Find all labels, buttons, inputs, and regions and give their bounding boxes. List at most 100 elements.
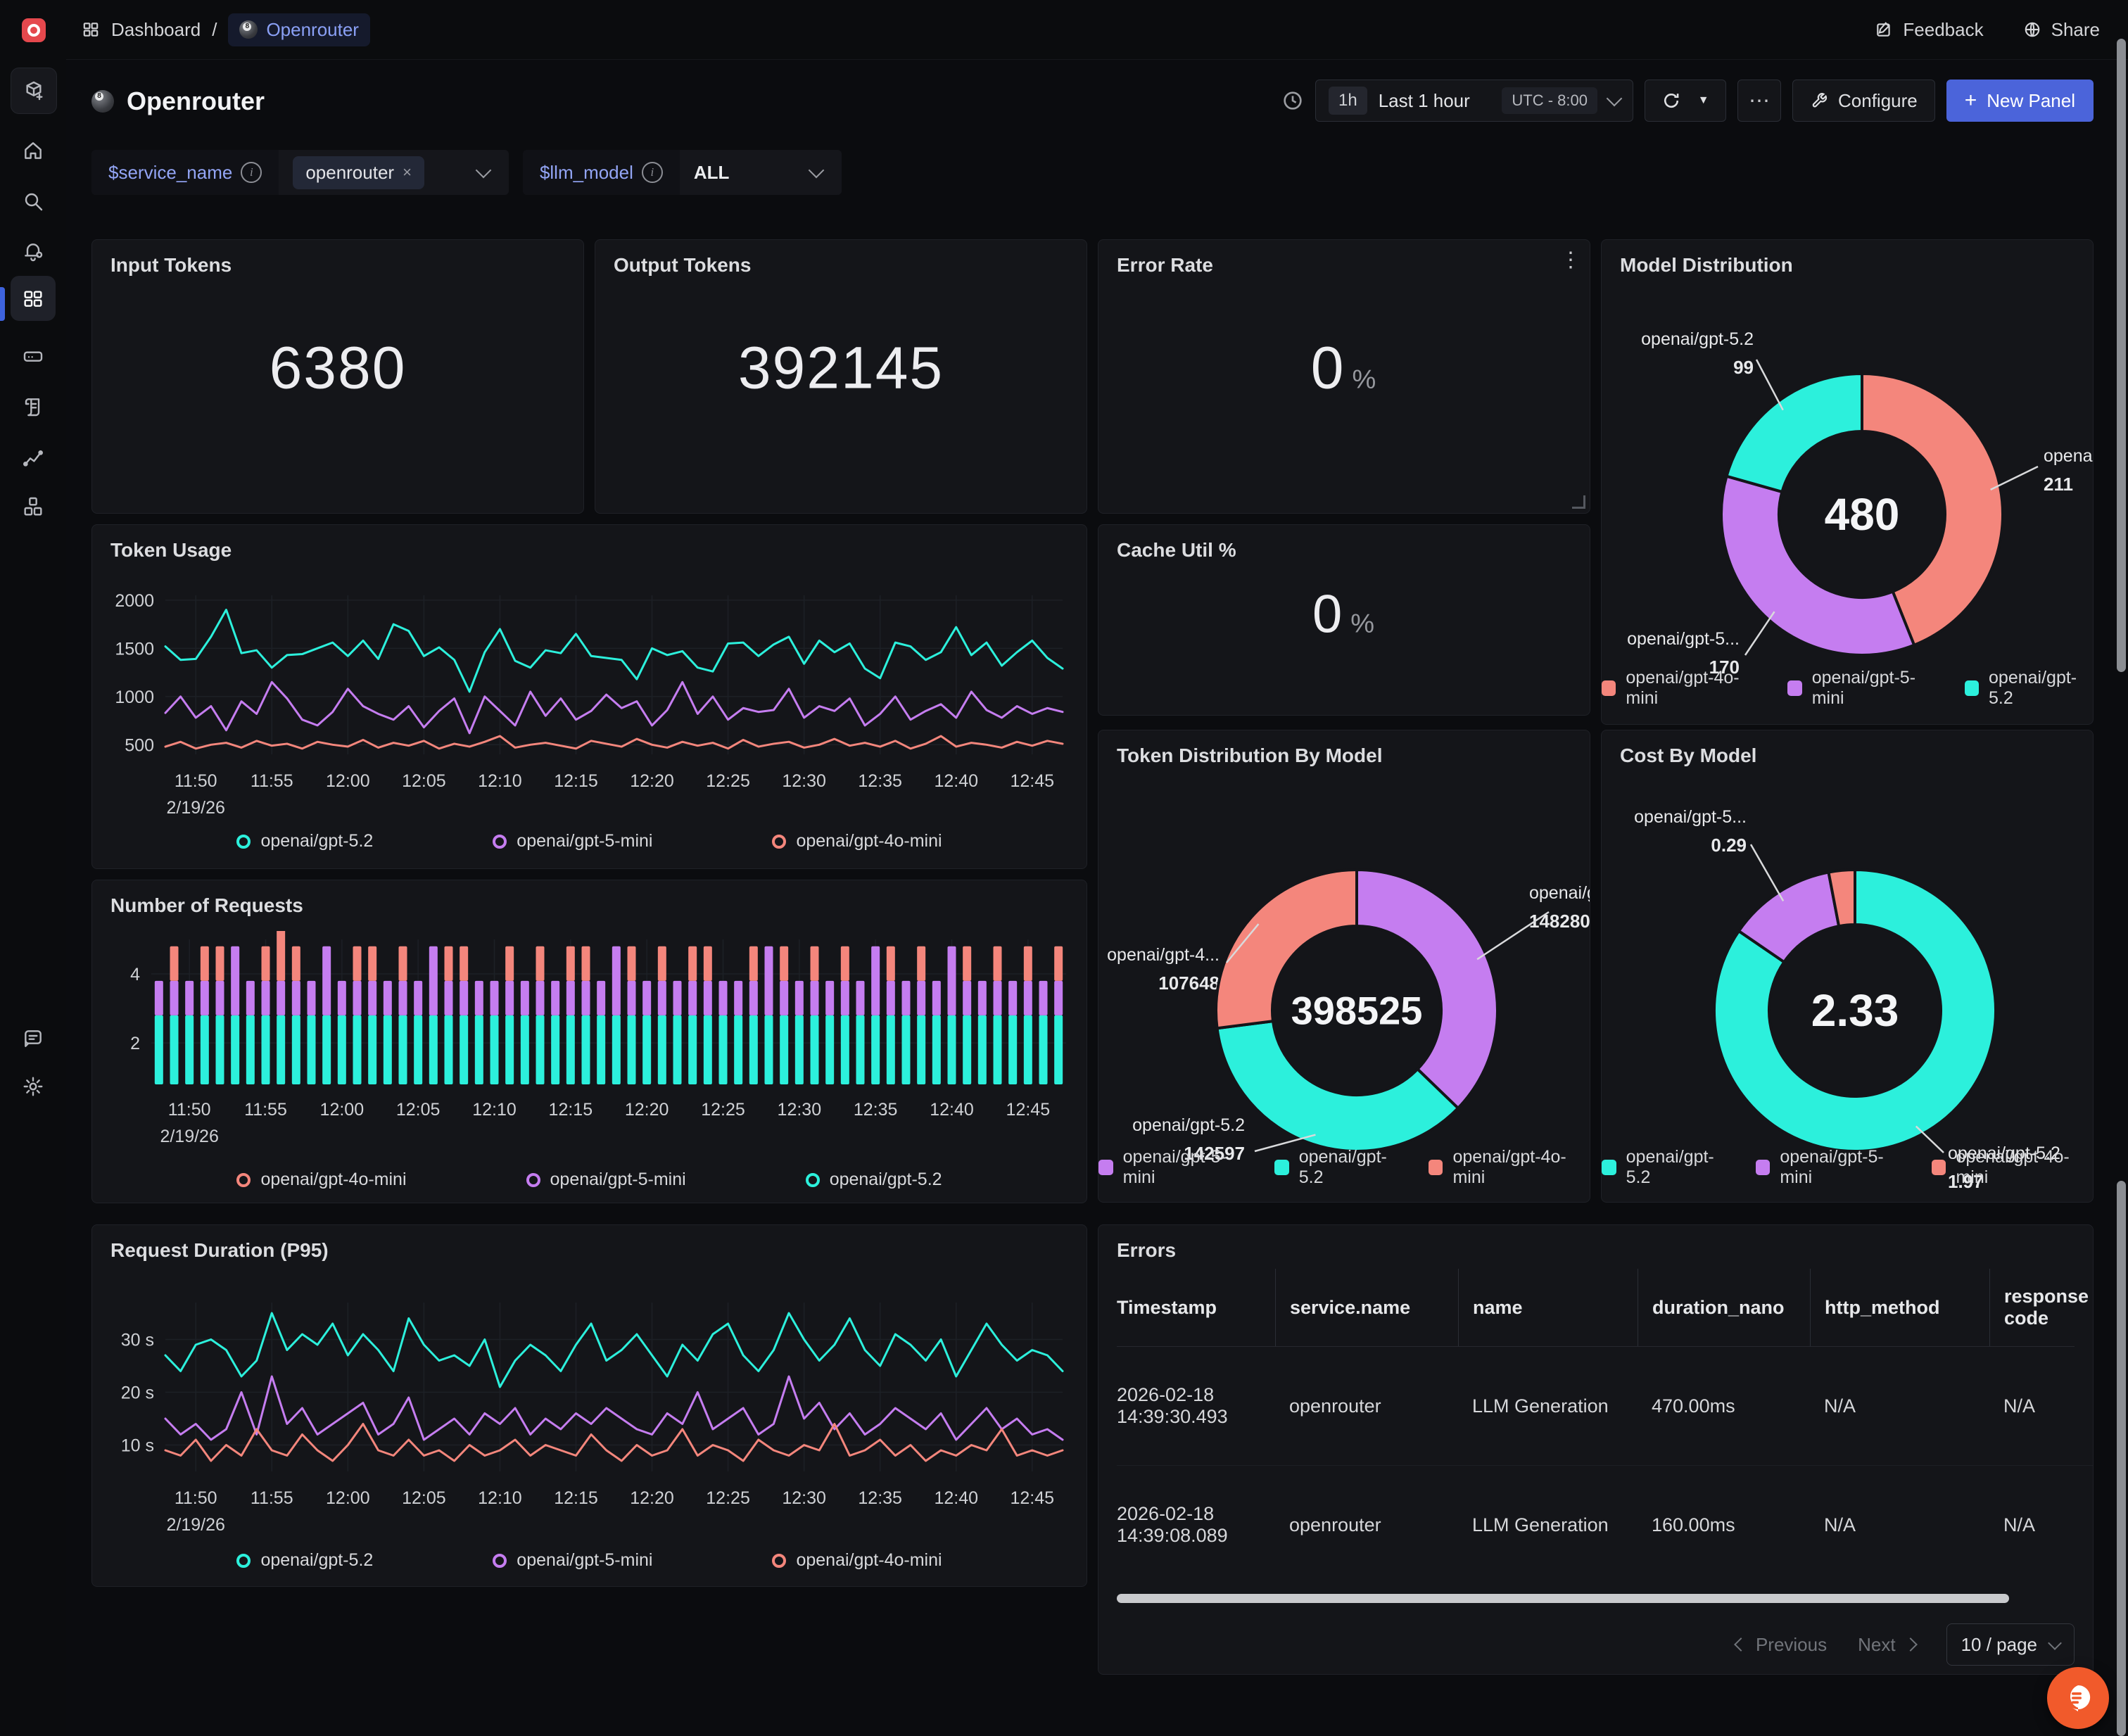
legend-item[interactable]: openai/gpt-5.2 [1274,1147,1405,1188]
legend-label: openai/gpt-4o-mini [796,1550,942,1570]
number-of-requests-chart: 2 4 11:50 11:55 12:00 12:05 12:10 12:15 12:20 12:… [109,922,1071,1154]
panel-input-tokens: Input Tokens 6380 [91,239,584,514]
legend-item[interactable]: openai/gpt-4o-mini [236,1170,407,1190]
sidebar-item-support-chat[interactable] [11,1016,56,1061]
dashboards-grid-icon [24,291,42,307]
cache-util-value: 0% [1312,584,1376,645]
more-options-button[interactable]: ⋯ [1737,80,1781,122]
refresh-button[interactable]: ▼ [1645,80,1726,122]
sidebar-item-dashboards[interactable] [11,276,56,321]
sidebar-item-settings[interactable] [11,1064,56,1109]
legend-item[interactable]: openai/gpt-5-mini [1098,1147,1250,1188]
refresh-caret-icon[interactable]: ▼ [1697,94,1709,106]
table-row[interactable]: 2026-02-18 14:39:08.089 openrouter LLM Ge… [1117,1465,2093,1584]
column-header[interactable]: name [1458,1269,1638,1346]
tag-remove-icon[interactable]: × [403,163,412,181]
panel-model-distribution: Model Distribution openai/gpt-211 openai/… [1601,239,2094,725]
time-range-picker[interactable]: 1h Last 1 hour UTC - 8:00 [1315,80,1633,122]
svg-text:11:55: 11:55 [251,1488,293,1508]
legend-item[interactable]: openai/gpt-4o-mini [1602,668,1761,709]
svg-text:12:00: 12:00 [320,1100,365,1120]
panel-error-rate: Error Rate ⋮ 0% [1098,239,1590,514]
panel-cost-by-model: Cost By Model openai/gpt-5.2 1.97 openai/g… [1601,730,2094,1203]
panel-request-duration: Request Duration (P95) 10 s 20 s 30 s 11:50… [91,1224,1087,1587]
legend-item[interactable]: openai/gpt-5.2 [236,1550,373,1571]
cell-service: openrouter [1289,1395,1381,1417]
timezone-chip[interactable]: UTC - 8:00 [1502,87,1597,114]
panel-title: Errors [1117,1239,1177,1261]
filter-llm-model[interactable]: $llm_model i ALL [522,150,842,195]
legend-item[interactable]: openai/gpt-5-mini [493,831,652,851]
legend-item[interactable]: openai/gpt-4o-mini [1931,1147,2093,1188]
chevron-down-icon [1606,90,1623,107]
filter-service-name[interactable]: $service_name i openrouter × [91,150,509,195]
sidebar-item-new-source[interactable] [11,68,57,114]
configure-button[interactable]: Configure [1792,80,1935,122]
info-icon: i [641,162,663,183]
svg-text:11:50: 11:50 [175,1488,217,1508]
svg-text:12:40: 12:40 [930,1100,974,1120]
legend-label: openai/gpt-5-mini [517,1550,653,1570]
sidebar-item-alerts[interactable] [11,229,56,274]
panel-resize-handle[interactable] [1572,495,1585,509]
legend-item[interactable]: openai/gpt-5.2 [805,1170,942,1190]
breadcrumb-root[interactable]: Dashboard [111,18,201,40]
page-scrollbar-thumb[interactable] [2117,39,2126,672]
page-size-select[interactable]: 10 / page [1946,1623,2075,1666]
breadcrumb-current-chip[interactable]: Openrouter [228,13,370,46]
legend-item[interactable]: openai/gpt-5-mini [1787,668,1937,709]
legend-item[interactable]: openai/gpt-4o-mini [772,831,942,851]
chevron-down-icon [2048,1636,2062,1650]
chart-legend: openai/gpt-5.2 openai/gpt-5-mini openai/gp… [92,1550,1087,1571]
model-distribution-donut: openai/gpt-211openai/gpt-5...170openai/g… [1602,240,2093,724]
svg-text:2/19/26: 2/19/26 [167,798,225,818]
support-chat-fab[interactable] [2047,1667,2109,1729]
svg-text:12:40: 12:40 [934,1488,978,1508]
legend-item[interactable]: openai/gpt-4o-mini [1428,1147,1590,1188]
donut-callout: openai/gpt-4... 107648 [1107,945,1220,994]
new-panel-button[interactable]: + New Panel [1946,80,2094,122]
legend-item[interactable]: openai/gpt-5-mini [493,1550,652,1571]
legend-item[interactable]: openai/gpt-5-mini [1755,1147,1908,1188]
feedback-button[interactable]: Feedback [1875,19,1984,41]
share-button[interactable]: Share [2023,19,2100,41]
legend-label: openai/gpt-5-mini [1122,1147,1227,1187]
column-header[interactable]: Timestamp [1117,1296,1217,1318]
panel-menu-icon[interactable]: ⋮ [1560,248,1581,272]
sidebar-item-logs[interactable] [11,384,56,429]
column-header[interactable]: duration_nano [1638,1269,1810,1346]
table-row[interactable]: 2026-02-18 14:39:30.493 openrouter LLM Ge… [1117,1347,2093,1465]
sidebar-item-services[interactable] [11,334,56,379]
configure-label: Configure [1838,89,1918,111]
cell-duration: 470.00ms [1652,1395,1735,1417]
package-plus-icon [26,81,43,101]
column-header[interactable]: response code [1989,1269,2093,1346]
output-tokens-value: 392145 [737,334,944,401]
panel-cache-util: Cache Util % 0% [1098,524,1590,716]
legend-label: openai/gpt-5.2 [260,1550,374,1570]
filter-service-tag[interactable]: openrouter × [293,156,424,189]
sidebar-item-integrations[interactable] [11,484,56,529]
refresh-icon [1664,93,1679,108]
sidebar-item-search[interactable] [11,179,56,224]
sidebar-item-home[interactable] [11,128,56,173]
legend-item[interactable]: openai/gpt-4o-mini [772,1550,942,1571]
legend-item[interactable]: openai/gpt-5.2 [1964,668,2093,709]
legend-label: openai/gpt-5.2 [829,1170,942,1189]
token-distribution-donut: openai/gpt-5.148280openai/gpt-5.2142597o… [1098,730,1590,1202]
signoz-logo[interactable] [22,18,46,42]
page-scrollbar-thumb[interactable] [2117,1181,2126,1736]
horizontal-scrollbar[interactable] [1117,1594,2009,1603]
svg-text:2000: 2000 [115,591,154,611]
sidebar-item-traces[interactable] [11,435,56,480]
breadcrumb: Dashboard / Openrouter [82,13,370,46]
column-header[interactable]: http_method [1810,1269,1989,1346]
pagination-next[interactable]: Next [1858,1634,1918,1656]
cell-response-code: N/A [2003,1514,2036,1535]
legend-item[interactable]: openai/gpt-5.2 [1602,1147,1732,1188]
pagination-previous[interactable]: Previous [1734,1634,1827,1656]
legend-item[interactable]: openai/gpt-5-mini [526,1170,686,1190]
donut-callout: openai/gpt-5.148280 [1529,883,1590,932]
column-header[interactable]: service.name [1275,1269,1458,1346]
legend-item[interactable]: openai/gpt-5.2 [236,831,373,851]
